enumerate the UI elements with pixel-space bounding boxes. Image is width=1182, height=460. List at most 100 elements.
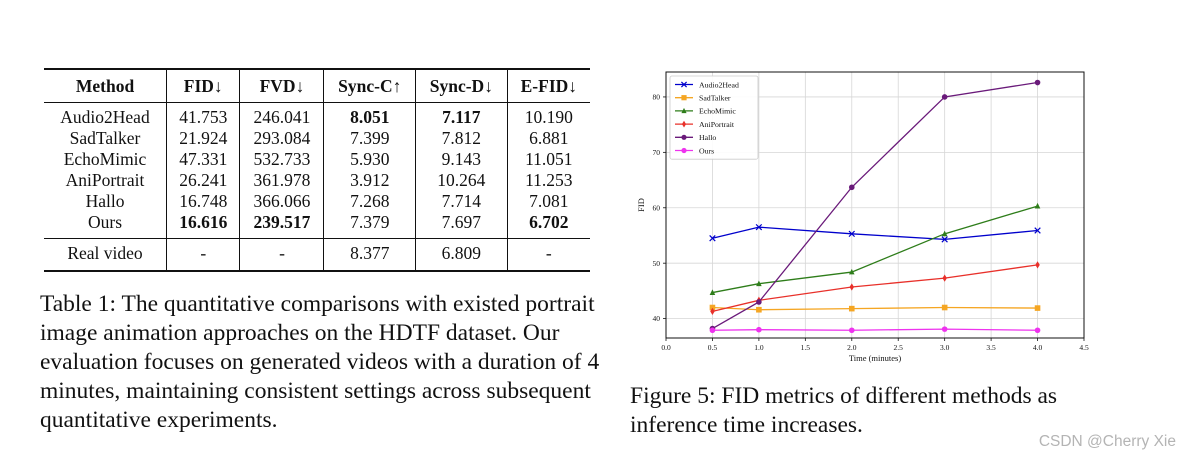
cell-sync-d: 6.809 xyxy=(415,238,508,272)
data-point xyxy=(941,230,948,237)
series-line xyxy=(712,205,1038,294)
data-point xyxy=(1034,327,1041,334)
legend-entry: SadTalker xyxy=(675,94,731,103)
x-tick-label: 0.0 xyxy=(661,343,671,352)
data-point xyxy=(681,134,687,140)
table-row: EchoMimic 47.331 532.733 5.930 9.143 11.051 xyxy=(44,149,590,170)
cell-fid: - xyxy=(166,238,241,272)
cell-fvd: 239.517 xyxy=(239,212,325,239)
table-row: Audio2Head 41.753 246.041 8.051 7.117 10.190 xyxy=(44,102,590,128)
legend-label: Audio2Head xyxy=(699,80,739,89)
data-point xyxy=(681,120,687,128)
chart-legend: Audio2Head SadTalker EchoMimic AniPortrait H… xyxy=(669,75,759,160)
cell-fvd: - xyxy=(239,238,325,272)
cell-sync-c: 8.377 xyxy=(323,238,417,272)
header-sync-c: Sync-C↑ xyxy=(323,69,417,103)
series-line xyxy=(712,81,1038,330)
data-point xyxy=(1034,79,1041,86)
data-point xyxy=(756,280,762,287)
series-aniportrait xyxy=(710,261,1040,316)
data-point xyxy=(849,283,855,291)
cell-fvd: 532.733 xyxy=(239,149,325,170)
cell-fvd: 246.041 xyxy=(239,102,325,128)
chart-series xyxy=(709,79,1041,334)
data-point xyxy=(1035,261,1040,269)
table-row: SadTalker 21.924 293.084 7.399 7.812 6.881 xyxy=(44,128,590,149)
legend-entry: Audio2Head xyxy=(675,80,739,89)
x-tick-label: 3.5 xyxy=(986,343,996,352)
series-line xyxy=(712,264,1038,313)
cell-fid: 47.331 xyxy=(166,149,241,170)
cell-method: SadTalker xyxy=(44,128,168,149)
x-tick-label: 2.0 xyxy=(847,343,857,352)
x-axis-label: Time (minutes) xyxy=(849,353,902,363)
cell-fvd: 366.066 xyxy=(239,191,325,212)
cell-fid: 26.241 xyxy=(166,170,241,191)
cell-method: Hallo xyxy=(44,191,168,212)
cell-sync-c: 5.930 xyxy=(323,149,417,170)
cell-e-fid: 6.881 xyxy=(529,128,569,148)
plot-frame xyxy=(665,71,1085,339)
cell-fid: 41.753 xyxy=(166,102,241,128)
data-point xyxy=(681,107,687,114)
legend-entry: Hallo xyxy=(675,133,716,142)
legend-label: Hallo xyxy=(699,133,716,142)
legend-label: EchoMimic xyxy=(699,107,736,116)
x-tick-label: 1.0 xyxy=(754,343,764,352)
data-point xyxy=(848,230,856,238)
cell-e-fid: 11.051 xyxy=(525,149,573,169)
x-tick-label: 0.5 xyxy=(708,343,718,352)
data-point xyxy=(681,147,687,154)
cell-e-fid: 7.081 xyxy=(529,191,569,211)
table-body: Audio2Head 41.753 246.041 8.051 7.117 10.190 S… xyxy=(44,102,590,272)
cell-e-fid: - xyxy=(507,238,590,272)
y-tick-label: 70 xyxy=(653,148,661,157)
cell-method: Audio2Head xyxy=(44,102,168,128)
cell-fid: 16.748 xyxy=(166,191,241,212)
data-point xyxy=(941,236,948,243)
data-point xyxy=(710,307,715,316)
cell-sync-d: 7.697 xyxy=(415,212,508,239)
cell-fid: 21.924 xyxy=(166,128,241,149)
data-point xyxy=(848,305,855,312)
data-point xyxy=(709,304,716,311)
cell-fvd: 293.084 xyxy=(239,128,325,149)
series-hallo xyxy=(709,79,1041,332)
data-point xyxy=(709,235,716,242)
data-point xyxy=(848,184,855,191)
series-ours xyxy=(709,326,1041,334)
x-tick-label: 3.0 xyxy=(940,343,950,352)
cell-fvd: 361.978 xyxy=(239,170,325,191)
data-point xyxy=(755,223,763,231)
data-point xyxy=(709,327,716,334)
x-tick-label: 4.5 xyxy=(1079,343,1089,352)
cell-method: Real video xyxy=(44,238,168,272)
y-axis-label: FID xyxy=(636,198,646,212)
chart-grid xyxy=(665,72,1085,338)
cell-sync-c: 8.051 xyxy=(323,102,417,128)
legend-entry: Ours xyxy=(675,146,714,155)
series-echomimic xyxy=(709,202,1041,295)
data-point xyxy=(1034,227,1041,234)
data-point xyxy=(941,326,948,332)
legend-entry: EchoMimic xyxy=(675,107,736,116)
data-point xyxy=(680,81,688,88)
legend-label: Ours xyxy=(699,146,714,155)
legend-label: SadTalker xyxy=(699,94,731,103)
cell-sync-d: 10.264 xyxy=(415,170,508,191)
data-point xyxy=(941,304,948,311)
data-point xyxy=(756,326,762,333)
header-e-fid: E-FID↓ xyxy=(520,76,578,96)
cell-method: Ours xyxy=(44,212,168,239)
fid-line-chart: 0.0 0.5 1.0 1.5 2.0 2.5 3.0 3.5 4.0 4.5 40 50 60 70 80… xyxy=(636,71,1089,363)
cell-method: AniPortrait xyxy=(44,170,168,191)
table-row-real-video: Real video - -8.377 6.809- xyxy=(44,238,590,272)
table-row: Ours 16.616 239.517 7.379 7.697 6.702 xyxy=(44,212,590,239)
data-point xyxy=(756,299,762,305)
cell-e-fid: 10.190 xyxy=(507,102,590,128)
legend-label: AniPortrait xyxy=(699,120,735,129)
table-header-row: Method FID↓ FVD↓ Sync-C↑ Sync-D↓ E-FID↓ xyxy=(44,69,590,103)
series-audio2head xyxy=(709,223,1041,243)
y-tick-label: 50 xyxy=(653,259,661,268)
x-tick-label: 2.5 xyxy=(894,343,904,352)
